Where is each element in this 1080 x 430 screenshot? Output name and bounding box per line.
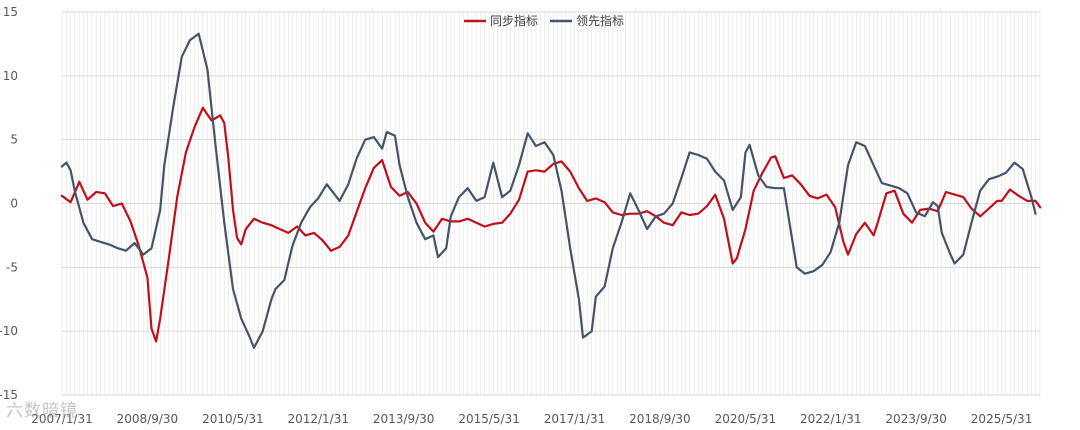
y-tick-label: -15: [0, 388, 18, 402]
y-tick-label: -5: [6, 260, 18, 274]
legend: 同步指标 领先指标: [464, 13, 624, 28]
x-tick-label: 2025/5/31: [971, 412, 1033, 426]
x-tick-label: 2012/1/31: [287, 412, 349, 426]
x-tick-label: 2008/9/30: [117, 412, 179, 426]
y-tick-label: 10: [3, 69, 18, 83]
x-tick-label: 2007/1/31: [31, 412, 93, 426]
series-line-1: [60, 106, 1042, 343]
y-tick-label: -10: [0, 324, 18, 338]
x-tick-label: 2022/1/31: [800, 412, 862, 426]
x-axis-tick-labels: 2007/1/31 2008/9/30 2010/5/31 2012/1/31 2013…: [31, 412, 1032, 426]
series-line-2: [60, 32, 1037, 349]
legend-label-2: 领先指标: [576, 13, 624, 28]
horizontal-gridlines: [62, 11, 1040, 396]
legend-label-1: 同步指标: [490, 13, 538, 28]
x-tick-label: 2010/5/31: [202, 412, 264, 426]
x-tick-label: 2013/9/30: [373, 412, 435, 426]
series-lines: [60, 32, 1042, 349]
watermark: 六数暗镜: [6, 401, 78, 421]
y-tick-label: 5: [10, 133, 18, 147]
x-tick-label: 2017/1/31: [544, 412, 606, 426]
y-axis-tick-labels: 15 10 5 0 -5 -10 -15: [0, 5, 18, 402]
x-tick-label: 2020/5/31: [715, 412, 777, 426]
x-tick-label: 2023/9/30: [885, 412, 947, 426]
x-tick-label: 2015/5/31: [458, 412, 520, 426]
y-tick-label: 0: [10, 197, 18, 211]
x-tick-label: 2018/9/30: [629, 412, 691, 426]
y-tick-label: 15: [3, 5, 18, 19]
